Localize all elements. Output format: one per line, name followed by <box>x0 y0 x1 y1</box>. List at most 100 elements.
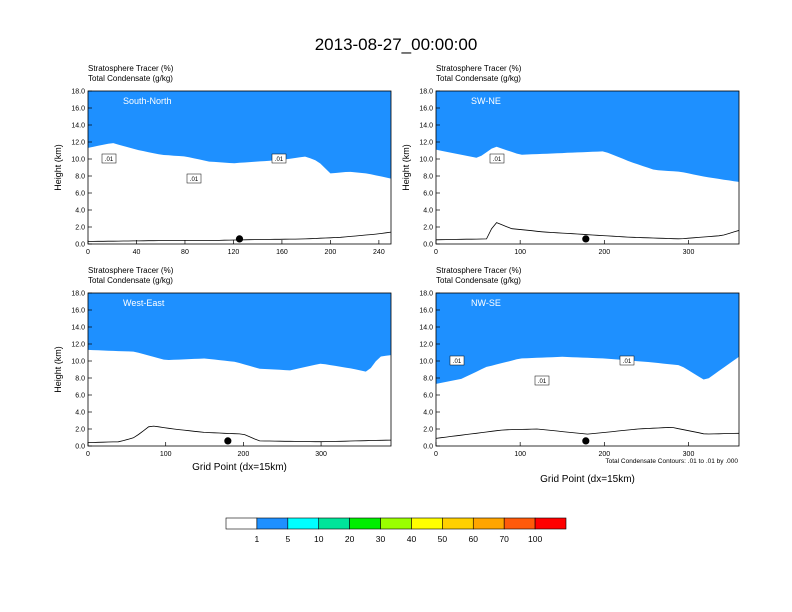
colorbar-swatch <box>442 517 474 530</box>
colorbar-label: 30 <box>376 534 386 544</box>
x-tick-label: 300 <box>683 451 695 458</box>
colorbar-swatch <box>256 517 289 530</box>
y-tick-label: 14.0 <box>419 123 433 130</box>
terrain-line <box>436 427 739 439</box>
x-tick-label: 0 <box>434 249 438 256</box>
contour-label-box <box>534 375 550 386</box>
contour-label-box <box>271 153 287 164</box>
y-tick-label: 2.0 <box>75 427 85 434</box>
x-tick-label: 100 <box>514 451 526 458</box>
colorbar-label: 1 <box>255 534 260 544</box>
y-tick-label: 4.0 <box>75 410 85 417</box>
tracer-level-band <box>88 293 391 372</box>
colorbar-swatch <box>225 517 258 530</box>
colorbar-swatch <box>503 517 536 530</box>
contour-label-box <box>186 173 202 184</box>
y-tick-label: 8.0 <box>423 174 433 181</box>
panel-south-north: Stratosphere Tracer (%)Total Condensate … <box>53 64 392 256</box>
y-tick-label: 12.0 <box>419 342 433 349</box>
panel-label-condensate: Total Condensate (g/kg) <box>88 74 173 83</box>
tracer-level-band <box>436 91 739 182</box>
plot-frame <box>87 90 392 245</box>
panel-label-condensate: Total Condensate (g/kg) <box>436 74 521 83</box>
tracer-field <box>88 293 391 443</box>
contour-label: .01 <box>275 157 284 163</box>
y-tick-label: 6.0 <box>423 393 433 400</box>
terrain-line <box>88 425 391 443</box>
colorbar-label: 50 <box>438 534 448 544</box>
y-axis-label: Height (km) <box>53 144 63 191</box>
y-axis-label: Height (km) <box>53 346 63 393</box>
x-tick-label: 0 <box>86 451 90 458</box>
location-marker <box>582 235 590 243</box>
contour-label: .01 <box>538 379 547 385</box>
y-tick-label: 14.0 <box>419 325 433 332</box>
x-axis-label: Grid Point (dx=15km) <box>540 474 635 485</box>
colorbar: 1 5 10 20 30 40 50 60 70 100 <box>225 517 567 544</box>
tracer-field <box>436 293 739 439</box>
x-tick-label: 120 <box>228 249 240 256</box>
plot-frame <box>435 90 740 245</box>
panel-label-tracer: Stratosphere Tracer (%) <box>436 64 522 73</box>
y-tick-label: 4.0 <box>423 410 433 417</box>
colorbar-label: 70 <box>499 534 509 544</box>
x-tick-label: 40 <box>133 249 141 256</box>
location-marker <box>582 437 590 445</box>
contour-label: .01 <box>493 157 502 163</box>
y-tick-label: 4.0 <box>423 208 433 215</box>
tracer-level-band <box>88 91 391 179</box>
colorbar-label: 10 <box>314 534 324 544</box>
colorbar-swatch <box>380 517 412 530</box>
y-tick-label: 12.0 <box>71 342 85 349</box>
plot-frame <box>87 292 392 447</box>
contour-label-box <box>619 355 635 366</box>
x-tick-label: 300 <box>315 451 327 458</box>
x-tick-label: 160 <box>276 249 288 256</box>
terrain-line <box>436 222 739 241</box>
x-tick-label: 100 <box>160 451 172 458</box>
x-tick-label: 200 <box>238 451 250 458</box>
y-tick-label: 0.0 <box>423 444 433 451</box>
colorbar-label: 100 <box>528 534 542 544</box>
tracer-field <box>88 91 391 242</box>
y-tick-label: 0.0 <box>75 444 85 451</box>
colorbar-swatch <box>318 517 350 530</box>
panel-label-condensate: Total Condensate (g/kg) <box>436 276 521 285</box>
location-marker <box>224 437 232 445</box>
panel-label-tracer: Stratosphere Tracer (%) <box>88 64 174 73</box>
y-tick-label: 10.0 <box>71 359 85 366</box>
contour-label-box <box>449 355 465 366</box>
colorbar-swatch <box>287 517 320 530</box>
y-tick-label: 10.0 <box>419 359 433 366</box>
contour-label-box <box>101 153 117 164</box>
colorbar-swatch <box>411 517 443 530</box>
y-tick-label: 16.0 <box>71 106 85 113</box>
x-tick-label: 80 <box>181 249 189 256</box>
panel-name: SW-NE <box>471 96 501 106</box>
x-tick-label: 200 <box>598 451 610 458</box>
y-tick-label: 18.0 <box>71 89 85 96</box>
x-tick-label: 200 <box>598 249 610 256</box>
panel-name: NW-SE <box>471 298 501 308</box>
x-tick-label: 100 <box>514 249 526 256</box>
contour-label-box <box>489 153 505 164</box>
y-tick-label: 8.0 <box>75 376 85 383</box>
panel-name: West-East <box>123 298 165 308</box>
y-tick-label: 14.0 <box>71 123 85 130</box>
y-tick-label: 0.0 <box>75 242 85 249</box>
colorbar-swatch <box>349 517 381 530</box>
y-tick-label: 18.0 <box>419 89 433 96</box>
panel-west-east: Stratosphere Tracer (%)Total Condensate … <box>53 266 392 473</box>
y-tick-label: 10.0 <box>419 157 433 164</box>
y-tick-label: 8.0 <box>423 376 433 383</box>
y-tick-label: 12.0 <box>419 140 433 147</box>
x-tick-label: 300 <box>683 249 695 256</box>
location-marker <box>235 235 244 243</box>
contour-label: .01 <box>105 157 114 163</box>
y-tick-label: 10.0 <box>71 157 85 164</box>
y-tick-label: 8.0 <box>75 174 85 181</box>
colorbar-swatch <box>472 517 505 530</box>
y-tick-label: 2.0 <box>423 225 433 232</box>
x-axis-label: Grid Point (dx=15km) <box>192 462 287 473</box>
